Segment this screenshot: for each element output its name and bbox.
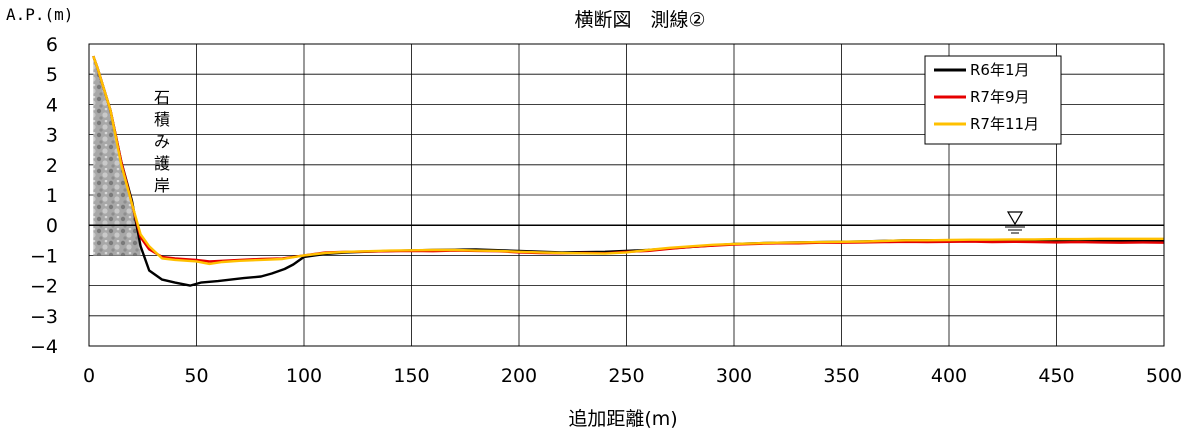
x-tick-label: 500 bbox=[1146, 365, 1182, 387]
legend: R6年1月 R7年9月 R7年11月 bbox=[924, 55, 1062, 145]
y-tick-label: −4 bbox=[30, 336, 58, 358]
annotation-char: 護 bbox=[154, 154, 170, 173]
x-tick-label: 150 bbox=[393, 365, 429, 387]
stone-revetment-area bbox=[93, 56, 141, 256]
x-tick-label: 350 bbox=[823, 365, 859, 387]
y-tick-label: 4 bbox=[46, 94, 58, 116]
legend-label: R7年11月 bbox=[970, 115, 1039, 133]
plot-border bbox=[88, 43, 1165, 347]
x-tick-label: 400 bbox=[931, 365, 967, 387]
legend-label: R6年1月 bbox=[970, 61, 1030, 79]
y-tick-label: −1 bbox=[30, 245, 58, 267]
y-axis-label: A.P.(m) bbox=[6, 5, 73, 24]
annotation-char: 岸 bbox=[154, 176, 170, 195]
x-tick-label: 300 bbox=[716, 365, 752, 387]
x-tick-label: 100 bbox=[286, 365, 322, 387]
annotation-char: 石 bbox=[154, 88, 170, 107]
x-axis-ticks: 0 50 100 150 200 250 300 350 400 450 500 bbox=[83, 365, 1182, 387]
annotation-char: み bbox=[154, 132, 170, 151]
y-tick-label: 6 bbox=[46, 34, 58, 56]
x-tick-label: 250 bbox=[608, 365, 644, 387]
y-tick-label: −3 bbox=[30, 306, 58, 328]
x-tick-label: 450 bbox=[1038, 365, 1074, 387]
y-tick-label: 3 bbox=[46, 125, 58, 147]
y-tick-label: 2 bbox=[46, 155, 58, 177]
x-axis-label: 追加距離(m) bbox=[568, 408, 677, 430]
water-level-icon bbox=[1005, 211, 1025, 234]
legend-box bbox=[924, 55, 1062, 145]
y-tick-label: −2 bbox=[30, 276, 58, 298]
y-tick-label: 1 bbox=[46, 185, 58, 207]
legend-label: R7年9月 bbox=[970, 88, 1030, 106]
x-tick-label: 50 bbox=[184, 365, 208, 387]
series-line-3 bbox=[92, 55, 1164, 266]
x-tick-label: 200 bbox=[501, 365, 537, 387]
y-tick-label: 0 bbox=[46, 215, 58, 237]
x-tick-label: 0 bbox=[83, 365, 95, 387]
y-axis-ticks: 6 5 4 3 2 1 0 −1 −2 −3 −4 bbox=[30, 34, 58, 358]
annotation-char: 積 bbox=[154, 110, 170, 129]
y-tick-label: 5 bbox=[46, 64, 58, 86]
series-lines bbox=[92, 55, 1165, 287]
chart-title: 横断図 測線② bbox=[574, 9, 705, 31]
